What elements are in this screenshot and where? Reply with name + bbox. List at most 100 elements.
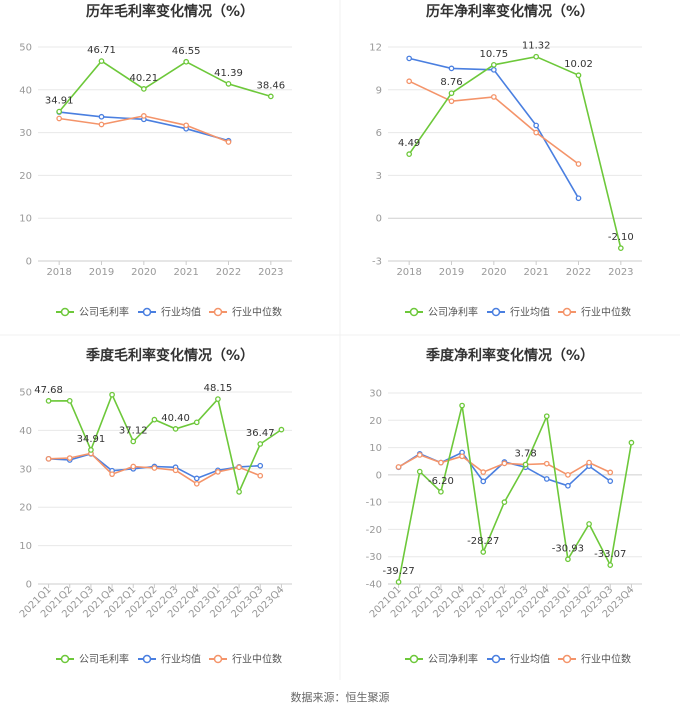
data-label: 40.40 [161, 413, 190, 424]
y-tick-label: 50 [19, 43, 32, 54]
data-label: 8.76 [440, 77, 462, 88]
data-point-avg [575, 195, 582, 202]
data-point-avg [257, 462, 264, 469]
data-point-avg [98, 113, 105, 120]
y-tick-label: 0 [26, 580, 32, 591]
data-label: -30.93 [552, 543, 584, 554]
data-label: 34.91 [77, 434, 106, 445]
legend-marker-avg [491, 307, 501, 317]
data-point-median [66, 455, 73, 461]
chart-title: 历年净利率变化情况（%） [426, 3, 594, 20]
data-point-company [257, 441, 264, 447]
data-point-median [215, 469, 221, 475]
data-point-company [522, 461, 529, 468]
data-point-company [98, 58, 105, 64]
legend-marker-avg [491, 654, 501, 664]
data-point-company [140, 86, 147, 92]
data-point-median [45, 455, 52, 462]
legend-label-company: 公司毛利率 [79, 653, 129, 666]
data-label: 3.78 [514, 449, 536, 460]
legend-label-company: 公司毛利率 [79, 306, 129, 319]
data-label: -39.27 [382, 566, 414, 577]
data-point-company [586, 521, 592, 527]
data-point-median [501, 460, 508, 467]
data-point-company [617, 245, 624, 252]
data-point-company [395, 579, 402, 585]
data-point-median [406, 78, 413, 85]
y-tick-label: 10 [19, 541, 32, 552]
y-tick-label: 20 [369, 416, 382, 427]
x-tick-label: 2020 [131, 267, 156, 278]
data-label: 47.68 [34, 385, 63, 396]
data-label: 46.55 [172, 46, 201, 57]
y-tick-label: -40 [366, 580, 382, 591]
data-point-median [607, 469, 614, 476]
data-label: -28.27 [467, 536, 499, 547]
data-point-company [543, 413, 550, 420]
legend-label-avg: 行业均值 [510, 306, 550, 319]
data-label: -2.10 [608, 232, 634, 243]
data-point-company [416, 468, 423, 475]
y-tick-label: 12 [369, 43, 382, 54]
legend-marker-company [409, 654, 419, 664]
data-point-median [395, 464, 402, 470]
y-tick-label: 30 [19, 128, 32, 139]
y-tick-label: -20 [366, 525, 382, 536]
data-point-median [109, 471, 115, 478]
data-point-company [448, 90, 455, 97]
data-label: 36.47 [246, 428, 275, 439]
data-point-median [151, 465, 158, 471]
y-tick-label: 20 [19, 503, 32, 514]
x-tick-label: 2019 [89, 267, 114, 278]
y-tick-label: 0 [376, 470, 382, 481]
data-point-avg [406, 55, 413, 62]
legend-marker-company [60, 307, 70, 317]
data-point-company [267, 93, 274, 100]
y-tick-label: -30 [366, 552, 382, 563]
data-point-company [533, 53, 540, 60]
data-point-median [480, 469, 487, 475]
legend-label-avg: 行业均值 [161, 306, 201, 319]
data-point-company [172, 426, 179, 432]
legend-marker-median [562, 654, 572, 664]
legend-label-median: 行业中位数 [232, 306, 282, 319]
series-line-company [408, 55, 622, 249]
data-label: 46.71 [87, 45, 116, 56]
x-tick-label: 2022 [216, 267, 241, 278]
y-tick-label: 6 [376, 128, 382, 139]
y-tick-label: 30 [369, 389, 382, 400]
legend-marker-median [213, 654, 223, 664]
data-label: 40.21 [130, 73, 159, 84]
data-point-company [225, 81, 232, 87]
data-label: 10.75 [480, 49, 509, 60]
data-point-company [183, 58, 190, 65]
data-point-company [406, 151, 413, 157]
data-point-company [438, 488, 444, 495]
data-point-company [66, 397, 73, 404]
data-point-median [257, 472, 264, 479]
data-label: -6.20 [428, 476, 454, 487]
chart-panel-1: 历年毛利率变化情况（%） 0 10 20 30 40 50 2018 2019 2020 2021 2… [19, 3, 292, 319]
legend-marker-median [213, 307, 223, 317]
y-tick-label: 9 [376, 85, 382, 96]
data-point-median [140, 113, 147, 119]
data-point-median [130, 463, 137, 470]
x-tick-label: 2021 [173, 267, 198, 278]
data-point-median [575, 161, 582, 167]
data-point-median [193, 480, 200, 487]
data-point-company [480, 549, 487, 555]
data-point-avg [607, 478, 614, 484]
data-point-company [56, 108, 63, 115]
chart-panel-2: 历年净利率变化情况（%） -3 0 3 6 9 12 2018 2019 2020 2021 2022… [369, 3, 642, 319]
data-label: -33.07 [594, 549, 626, 560]
legend-label-avg: 行业均值 [510, 653, 550, 666]
x-tick-label: 2019 [439, 267, 464, 278]
data-point-company [607, 562, 614, 568]
data-point-median [56, 115, 63, 122]
chart-title: 历年毛利率变化情况（%） [86, 3, 254, 20]
data-label: 41.39 [214, 68, 243, 79]
y-tick-label: 0 [26, 257, 32, 268]
data-point-company [45, 398, 52, 404]
data-point-median [586, 459, 592, 466]
